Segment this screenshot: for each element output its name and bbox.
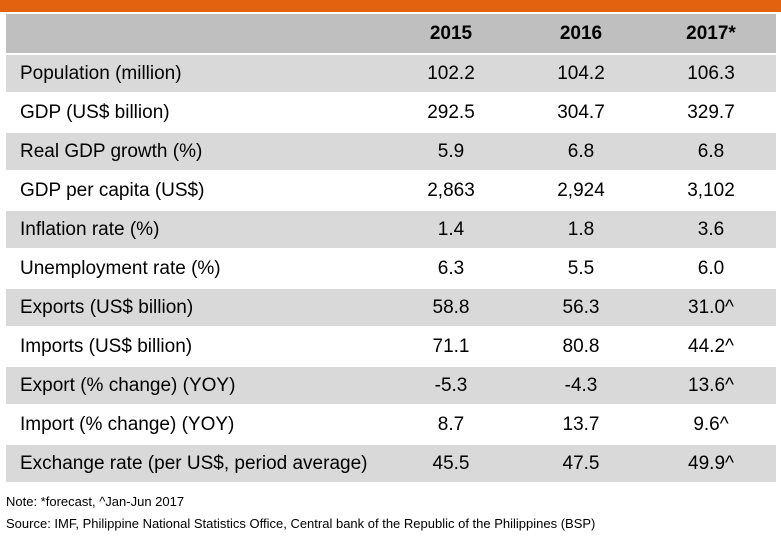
cell-2017: 329.7 [646,94,776,133]
row-label: Unemployment rate (%) [6,250,386,289]
cell-2017: 13.6^ [646,367,776,406]
cell-2015: 292.5 [386,94,516,133]
header-cell-2015: 2015 [386,14,516,55]
cell-2016: 5.5 [516,250,646,289]
row-label: Export (% change) (YOY) [6,367,386,406]
cell-2015: 45.5 [386,445,516,484]
table-note: Note: *forecast, ^Jan-Jun 2017 [6,494,185,509]
table-row: Inflation rate (%) 1.4 1.8 3.6 [6,211,776,250]
row-label: GDP per capita (US$) [6,172,386,211]
table-row: Population (million) 102.2 104.2 106.3 [6,55,776,94]
cell-2016: 6.8 [516,133,646,172]
table-row: Real GDP growth (%) 5.9 6.8 6.8 [6,133,776,172]
cell-2015: -5.3 [386,367,516,406]
row-label: Import (% change) (YOY) [6,406,386,445]
cell-2016: 47.5 [516,445,646,484]
header-cell-indicator [6,14,386,55]
cell-2017: 49.9^ [646,445,776,484]
cell-2016: 56.3 [516,289,646,328]
cell-2016: 304.7 [516,94,646,133]
row-label: GDP (US$ billion) [6,94,386,133]
table-row: Export (% change) (YOY) -5.3 -4.3 13.6^ [6,367,776,406]
table-row: Exports (US$ billion) 58.8 56.3 31.0^ [6,289,776,328]
economic-indicators-table: 2015 2016 2017* Population (million) 102… [6,14,776,484]
cell-2015: 5.9 [386,133,516,172]
cell-2015: 6.3 [386,250,516,289]
row-label: Exchange rate (per US$, period average) [6,445,386,484]
table-row: Import (% change) (YOY) 8.7 13.7 9.6^ [6,406,776,445]
row-label: Imports (US$ billion) [6,328,386,367]
cell-2017: 3,102 [646,172,776,211]
header-cell-2017: 2017* [646,14,776,55]
header-cell-2016: 2016 [516,14,646,55]
cell-2017: 44.2^ [646,328,776,367]
row-label: Real GDP growth (%) [6,133,386,172]
cell-2017: 3.6 [646,211,776,250]
cell-2015: 71.1 [386,328,516,367]
row-label: Exports (US$ billion) [6,289,386,328]
cell-2015: 2,863 [386,172,516,211]
table-row: GDP (US$ billion) 292.5 304.7 329.7 [6,94,776,133]
table-source: Source: IMF, Philippine National Statist… [6,516,596,531]
table-row: Exchange rate (per US$, period average) … [6,445,776,484]
cell-2015: 102.2 [386,55,516,94]
cell-2017: 6.0 [646,250,776,289]
row-label: Population (million) [6,55,386,94]
table-row: Unemployment rate (%) 6.3 5.5 6.0 [6,250,776,289]
table-row: Imports (US$ billion) 71.1 80.8 44.2^ [6,328,776,367]
cell-2016: 13.7 [516,406,646,445]
cell-2017: 31.0^ [646,289,776,328]
cell-2016: 104.2 [516,55,646,94]
table-header-row: 2015 2016 2017* [6,14,776,55]
cell-2016: 1.8 [516,211,646,250]
cell-2017: 106.3 [646,55,776,94]
cell-2016: -4.3 [516,367,646,406]
cell-2015: 8.7 [386,406,516,445]
cell-2015: 58.8 [386,289,516,328]
cell-2017: 9.6^ [646,406,776,445]
cell-2016: 2,924 [516,172,646,211]
row-label: Inflation rate (%) [6,211,386,250]
cell-2015: 1.4 [386,211,516,250]
cell-2016: 80.8 [516,328,646,367]
accent-bar [0,0,781,12]
cell-2017: 6.8 [646,133,776,172]
table-row: GDP per capita (US$) 2,863 2,924 3,102 [6,172,776,211]
